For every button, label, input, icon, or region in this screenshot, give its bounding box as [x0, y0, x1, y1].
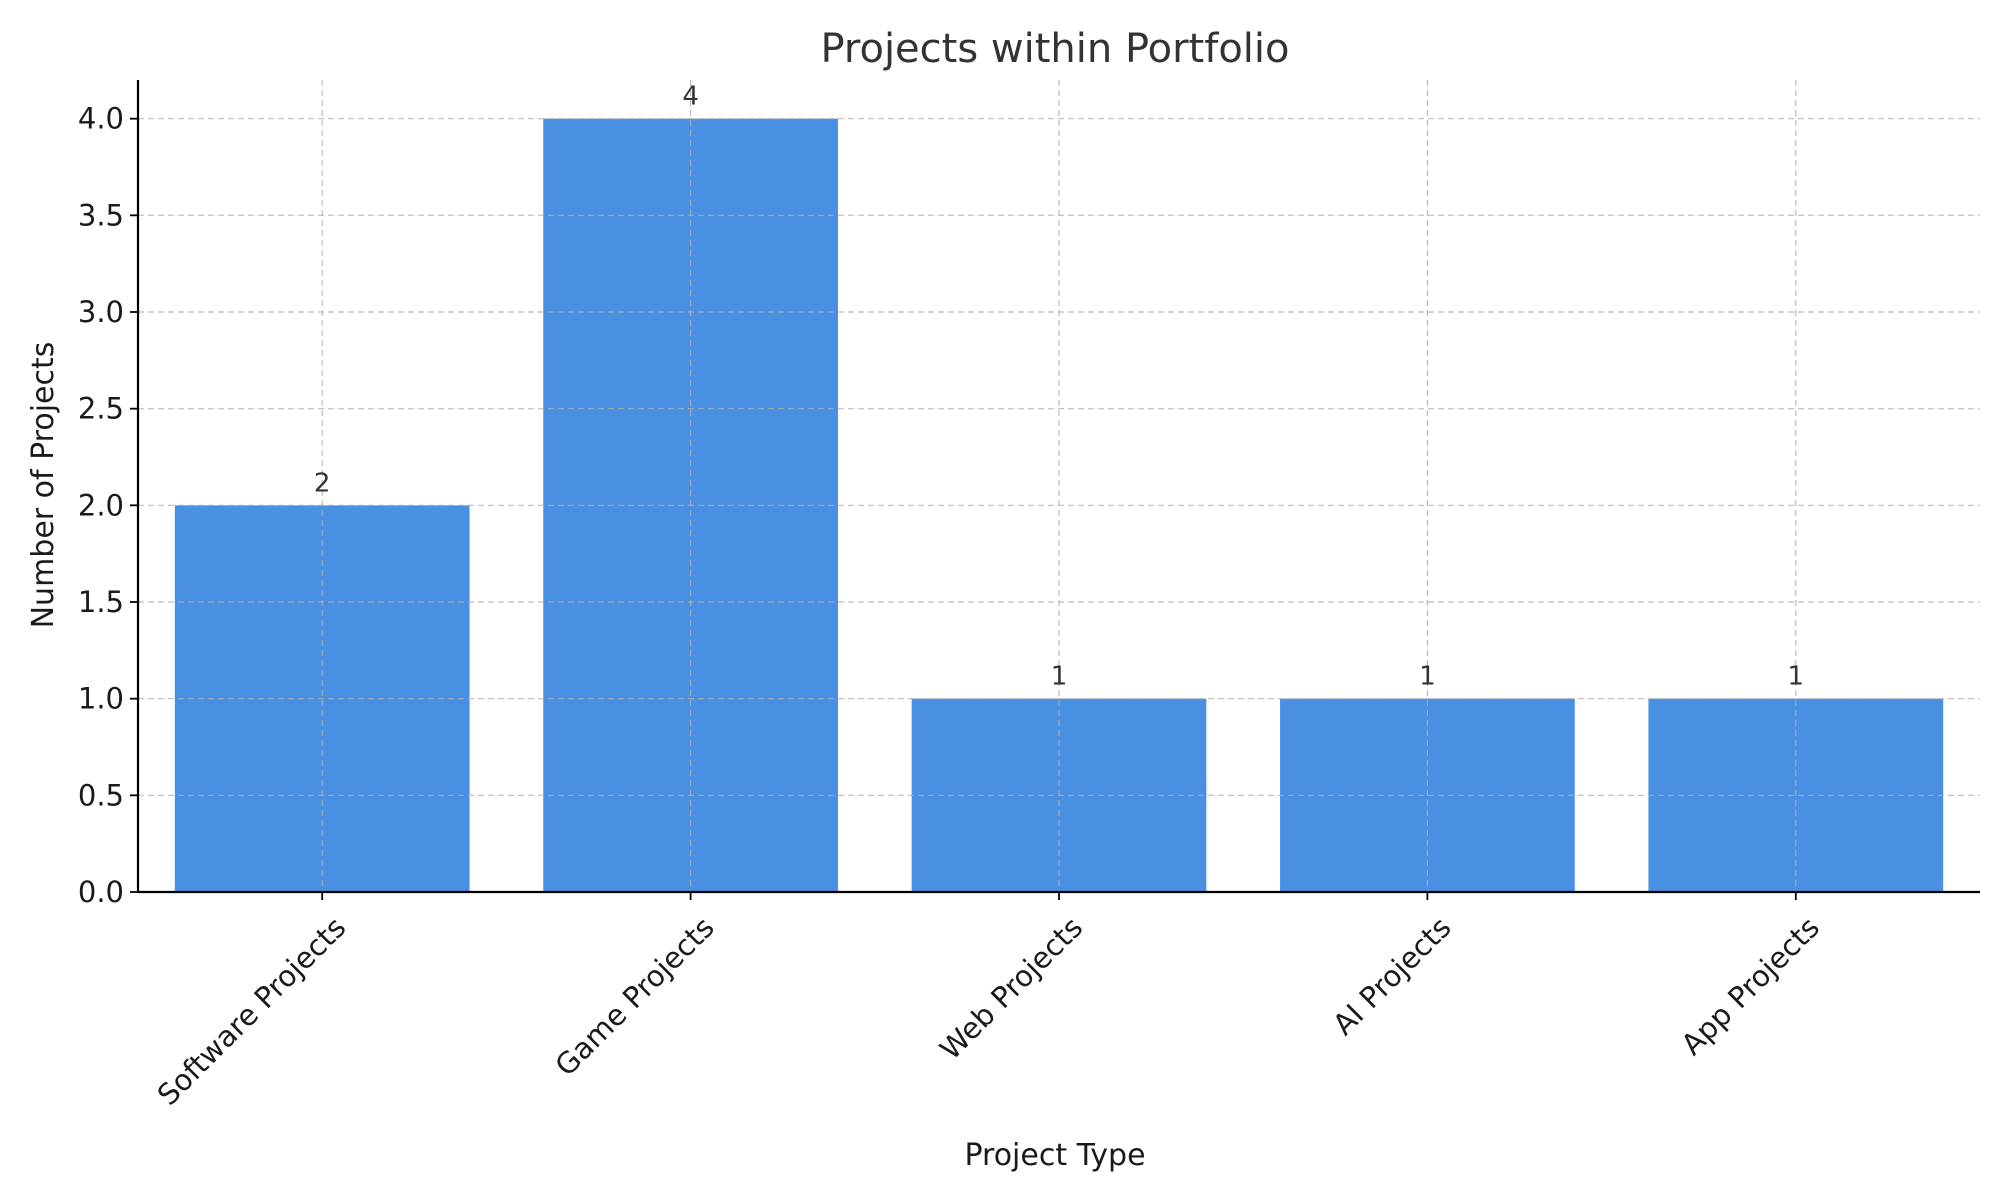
y-tick-label: 1.0	[78, 682, 124, 716]
grid-layer	[138, 80, 1980, 893]
y-tick-label: 2.5	[78, 392, 124, 426]
y-tick-label: 3.0	[78, 295, 124, 329]
chart-title: Projects within Portfolio	[820, 26, 1289, 72]
x-tick-label: Web Projects	[933, 910, 1089, 1066]
y-tick-label: 1.5	[78, 585, 124, 619]
y-axis-label: Number of Projects	[26, 342, 61, 629]
data-label: 4	[682, 82, 699, 112]
data-label: 1	[1051, 662, 1068, 692]
y-tick-label: 3.5	[78, 198, 124, 232]
x-tick-label: AI Projects	[1326, 910, 1457, 1041]
y-tick-label: 0.0	[78, 875, 124, 909]
data-label: 1	[1788, 662, 1805, 692]
y-tick-label: 4.0	[78, 102, 124, 136]
y-tick-label: 0.5	[78, 778, 124, 812]
x-axis-label: Project Type	[964, 1138, 1145, 1173]
data-label: 1	[1419, 662, 1436, 692]
y-tick-label: 2.0	[78, 488, 124, 522]
data-labels-layer: 2 4 1 1 1	[314, 82, 1804, 692]
data-label: 2	[314, 468, 331, 498]
x-tick-label: Software Projects	[151, 910, 353, 1112]
x-tick-label: App Projects	[1675, 910, 1826, 1061]
x-tick-label: Game Projects	[548, 910, 720, 1082]
